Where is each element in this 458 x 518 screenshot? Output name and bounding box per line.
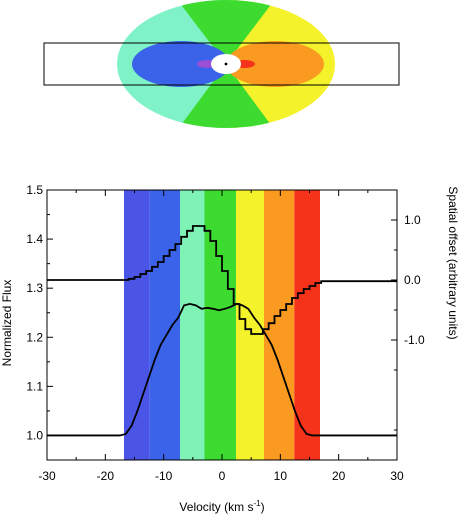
spatial-offset-step-line xyxy=(47,225,397,335)
left-y-tick-label: 1.2 xyxy=(26,330,43,344)
chart: -30 -20 -10 0 10 20 30 1.0 1.1 1.2 1.3 1.4 1.5 1.0 0… xyxy=(0,183,458,514)
series-layer xyxy=(47,225,397,437)
right-y-tick-label: 1.0 xyxy=(404,213,421,227)
inner-orange-lobe xyxy=(226,41,324,87)
x-tick-label: -20 xyxy=(97,469,115,483)
left-y-tick-label: 1.5 xyxy=(26,183,43,197)
left-y-axis-title: Normalized Flux xyxy=(0,280,14,367)
disk-diagram xyxy=(43,0,400,128)
right-y-axis-title: Spatial offset (arbitrary units) xyxy=(446,186,458,339)
center-dot xyxy=(224,62,228,66)
right-y-tick-label: 0.0 xyxy=(404,273,421,287)
velocity-color-bands xyxy=(124,190,320,460)
right-y-axis-ticks: 1.0 0.0 -1.0 xyxy=(391,213,425,431)
left-y-axis-ticks: 1.0 1.1 1.2 1.3 1.4 1.5 xyxy=(26,183,53,442)
slit-rectangle xyxy=(43,42,400,86)
x-tick-label: 20 xyxy=(332,469,346,483)
x-tick-label: 30 xyxy=(390,469,404,483)
velocity-band-7 xyxy=(294,190,320,460)
velocity-band-2 xyxy=(149,190,180,460)
outer-top-wedge xyxy=(170,0,282,64)
x-tick-label: -10 xyxy=(155,469,173,483)
x-axis-ticks: -30 -20 -10 0 10 20 30 xyxy=(38,190,404,483)
x-tick-label: -30 xyxy=(38,469,56,483)
left-y-tick-label: 1.0 xyxy=(26,428,43,442)
flux-line xyxy=(47,302,397,437)
inner-blue-lobe xyxy=(132,41,230,87)
velocity-band-1 xyxy=(124,190,150,460)
x-tick-label: 10 xyxy=(274,469,288,483)
outer-bottom-wedge xyxy=(170,64,282,128)
x-tick-label: 0 xyxy=(219,469,226,483)
left-y-tick-label: 1.4 xyxy=(26,232,43,246)
left-y-tick-label: 1.3 xyxy=(26,281,43,295)
left-y-tick-label: 1.1 xyxy=(26,379,43,393)
x-axis-title: Velocity (km s-1) xyxy=(179,499,264,514)
right-y-tick-label: -1.0 xyxy=(404,333,425,347)
velocity-band-3 xyxy=(180,190,205,460)
